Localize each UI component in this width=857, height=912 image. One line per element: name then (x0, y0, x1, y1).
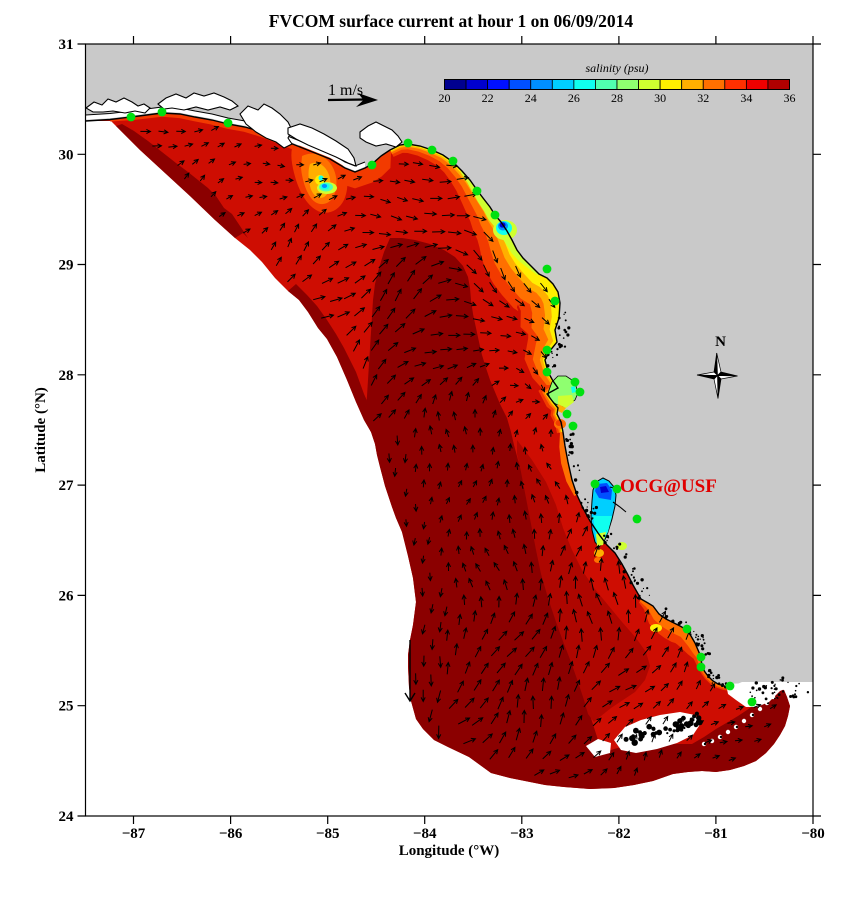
svg-text:24: 24 (525, 91, 537, 105)
svg-text:28: 28 (611, 91, 623, 105)
svg-text:30: 30 (654, 91, 666, 105)
svg-text:22: 22 (482, 91, 494, 105)
svg-text:−84: −84 (413, 826, 437, 842)
svg-text:1 m/s: 1 m/s (328, 82, 363, 99)
svg-text:FVCOM surface current at hour: FVCOM surface current at hour 1 on 06/09… (269, 11, 634, 31)
svg-text:Latitude (°N): Latitude (°N) (33, 387, 49, 473)
svg-text:−83: −83 (510, 826, 534, 842)
svg-text:32: 32 (697, 91, 709, 105)
svg-text:26: 26 (59, 588, 75, 604)
svg-text:salinity (psu): salinity (psu) (586, 61, 649, 75)
svg-text:−87: −87 (122, 826, 146, 842)
svg-text:Longitude (°W): Longitude (°W) (399, 843, 500, 859)
svg-text:−81: −81 (704, 826, 728, 842)
svg-text:30: 30 (59, 147, 74, 163)
svg-text:26: 26 (568, 91, 580, 105)
svg-text:−85: −85 (316, 826, 340, 842)
svg-text:27: 27 (59, 478, 75, 494)
svg-text:29: 29 (59, 258, 74, 274)
svg-text:OCG@USF: OCG@USF (620, 476, 717, 497)
svg-text:34: 34 (740, 91, 752, 105)
svg-text:−82: −82 (607, 826, 631, 842)
svg-text:31: 31 (59, 37, 74, 53)
svg-text:20: 20 (439, 91, 451, 105)
svg-text:−86: −86 (219, 826, 243, 842)
svg-text:−80: −80 (801, 826, 825, 842)
svg-text:36: 36 (784, 91, 796, 105)
svg-text:24: 24 (59, 809, 75, 825)
svg-text:28: 28 (59, 368, 74, 384)
svg-text:25: 25 (59, 699, 74, 715)
svg-text:N: N (715, 334, 726, 350)
